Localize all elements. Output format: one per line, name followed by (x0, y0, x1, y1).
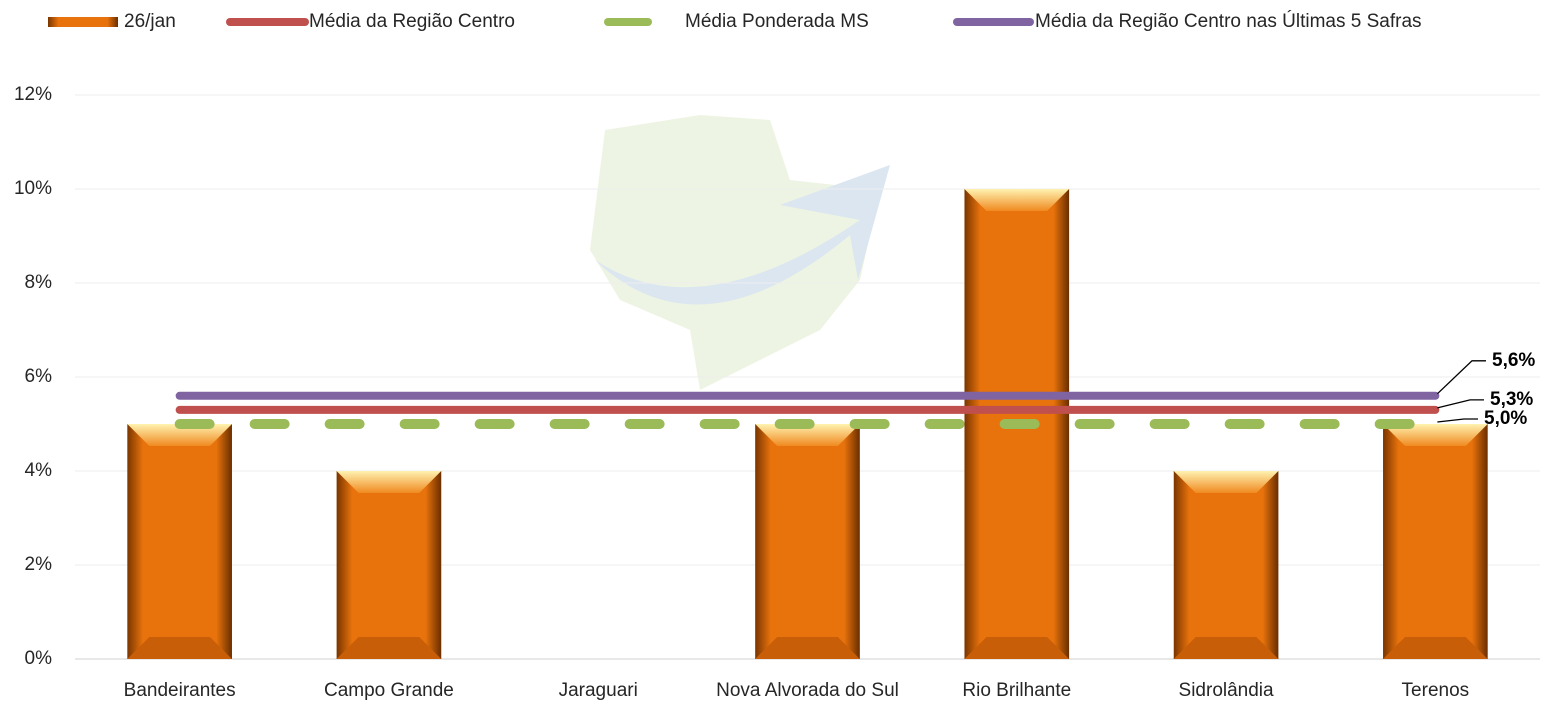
y-tick-label: 8% (25, 272, 53, 293)
legend-label: Média Ponderada MS (685, 11, 869, 32)
bar (1383, 424, 1488, 659)
value-label: 5,0% (1484, 408, 1527, 429)
y-tick-label: 10% (14, 178, 52, 199)
x-tick-label: Jaraguari (559, 680, 638, 701)
x-tick-label: Terenos (1402, 680, 1470, 701)
y-tick-label: 6% (25, 366, 53, 387)
bar-bevel (1383, 424, 1488, 446)
legend-label: Média da Região Centro nas Últimas 5 Saf… (1035, 10, 1422, 32)
y-tick-label: 12% (14, 84, 52, 105)
leader-line (1437, 399, 1484, 409)
bar (755, 424, 860, 659)
bar-bevel (1383, 637, 1488, 659)
y-tick-label: 0% (25, 648, 53, 669)
bar-bevel (127, 637, 232, 659)
legend-label: 26/jan (124, 11, 176, 32)
bar-bevel (1173, 471, 1279, 493)
value-label: 5,3% (1490, 389, 1533, 410)
bar-bevel (964, 637, 1070, 659)
x-tick-label: Rio Brilhante (962, 680, 1071, 701)
bar (1173, 471, 1279, 659)
x-tick-label: Nova Alvorada do Sul (716, 680, 899, 701)
bar-bevel (336, 637, 442, 659)
bar (336, 471, 442, 659)
y-tick-label: 4% (25, 460, 53, 481)
bar (127, 424, 232, 659)
bar-bevel (127, 424, 232, 446)
leader-line (1437, 418, 1478, 423)
bar-bevel (755, 637, 860, 659)
legend-swatch (48, 17, 118, 27)
watermark (590, 115, 890, 390)
legend-label: Média da Região Centro (309, 11, 515, 32)
bar-bevel (755, 424, 860, 446)
x-tick-label: Campo Grande (324, 680, 454, 701)
y-tick-label: 2% (25, 554, 53, 575)
x-tick-label: Bandeirantes (124, 680, 236, 701)
bar-bevel (1173, 637, 1279, 659)
value-label: 5,6% (1492, 350, 1535, 371)
bar-bevel (964, 189, 1070, 211)
bar-bevel (336, 471, 442, 493)
leader-line (1436, 360, 1486, 395)
x-tick-label: Sidrolândia (1179, 680, 1274, 701)
